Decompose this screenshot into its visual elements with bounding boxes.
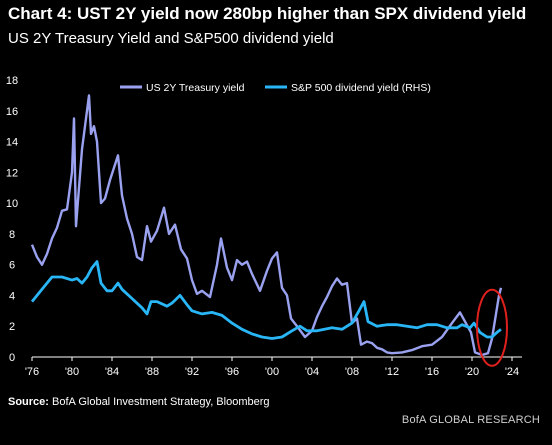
- x-tick-label: '08: [345, 366, 359, 378]
- x-tick-label: '20: [465, 366, 479, 378]
- y-tick-label: 12: [6, 167, 18, 179]
- legend-label-spx-dividend: S&P 500 dividend yield (RHS): [291, 82, 431, 94]
- legend-label-us2y: US 2Y Treasury yield: [146, 82, 245, 94]
- brand-logo-text: BofA GLOBAL RESEARCH: [401, 414, 540, 426]
- x-tick-label: '76: [25, 366, 39, 378]
- x-tick-label: '88: [145, 366, 159, 378]
- y-tick-label: 14: [6, 137, 18, 149]
- chart: 0 2 4 6 8 10 12 14 16 18 '76 '80 '84 '88 '92 '96 '00 '04 '…: [6, 75, 522, 378]
- x-tick-label: '00: [265, 366, 279, 378]
- source-note: Source: BofA Global Investment Strategy,…: [8, 396, 270, 408]
- x-tick-label: '24: [505, 366, 519, 378]
- x-tick-label: '84: [105, 366, 119, 378]
- y-tick-label: 0: [9, 352, 15, 364]
- chart-title: Chart 4: UST 2Y yield now 280bp higher t…: [8, 4, 527, 23]
- x-tick-label: '04: [305, 366, 319, 378]
- y-tick-label: 16: [6, 106, 18, 118]
- chart-subtitle: US 2Y Treasury Yield and S&P500 dividend…: [8, 30, 334, 47]
- series-line-us2y: [30, 94, 503, 357]
- series-line-spx-dividend: [30, 260, 502, 340]
- y-tick-label: 18: [6, 75, 18, 87]
- x-tick-label: '12: [385, 366, 399, 378]
- x-tick-label: '80: [65, 366, 79, 378]
- x-tick-label: '96: [225, 366, 239, 378]
- y-tick-label: 4: [9, 290, 15, 302]
- highlight-circle: [476, 288, 508, 367]
- x-tick-label: '92: [185, 366, 199, 378]
- y-tick-label: 10: [6, 198, 18, 210]
- source-text: BofA Global Investment Strategy, Bloombe…: [52, 396, 270, 408]
- y-tick-label: 8: [9, 229, 15, 241]
- y-tick-label: 2: [9, 321, 15, 333]
- y-tick-label: 6: [9, 260, 15, 272]
- x-tick-label: '16: [425, 366, 439, 378]
- source-label: Source:: [8, 396, 49, 408]
